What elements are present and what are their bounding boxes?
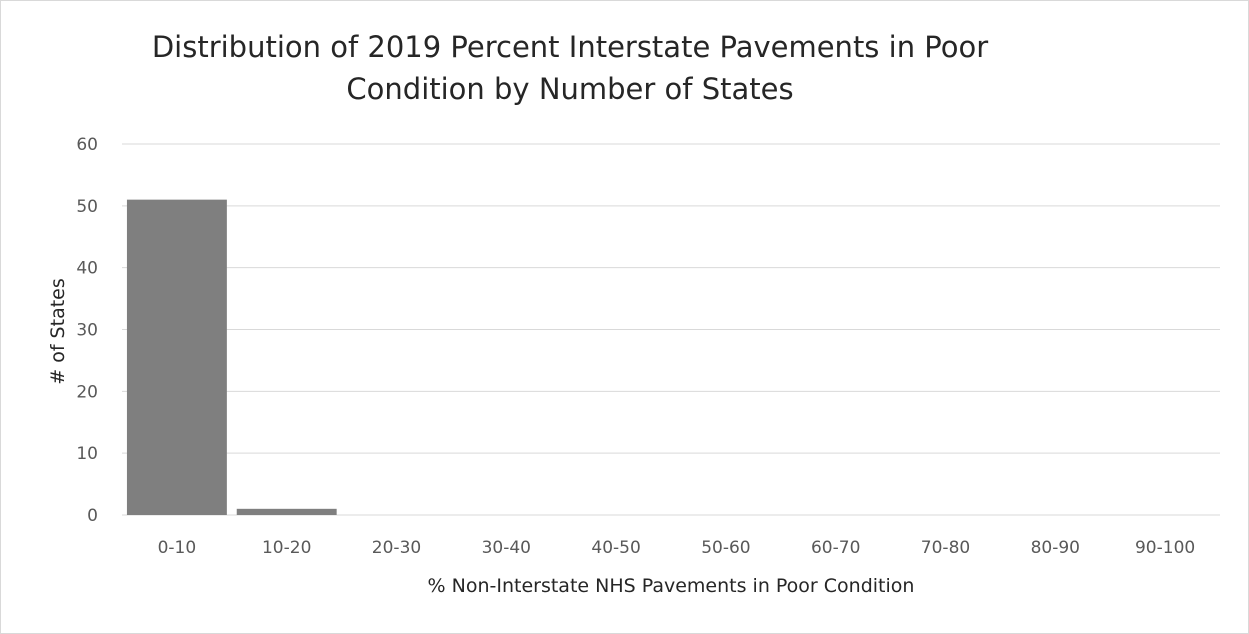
bar-10-20 <box>236 508 337 515</box>
y-tick-label: 0 <box>87 506 98 526</box>
x-tick-label: 80-90 <box>1031 538 1080 558</box>
y-tick-label: 60 <box>76 135 98 155</box>
y-tick-labels: 0 10 20 30 40 50 60 <box>76 135 98 526</box>
x-tick-labels: 0-10 10-20 20-30 30-40 40-50 50-60 60-70 70-80 8… <box>158 538 1196 558</box>
x-tick-label: 10-20 <box>262 538 311 558</box>
chart-title-line-1: Distribution of 2019 Percent Interstate … <box>151 30 989 64</box>
chart-title-line-2: Condition by Number of States <box>346 72 794 106</box>
bar-0-10 <box>126 199 227 515</box>
y-axis-title: # of States <box>47 278 69 385</box>
gridlines <box>122 143 1220 516</box>
y-tick-label: 20 <box>76 382 98 402</box>
x-tick-label: 60-70 <box>811 538 860 558</box>
bars <box>126 199 337 515</box>
chart-title: Distribution of 2019 Percent Interstate … <box>60 26 1080 110</box>
y-tick-label: 50 <box>76 197 98 217</box>
x-tick-label: 90-100 <box>1135 538 1195 558</box>
y-tick-label: 40 <box>76 259 98 279</box>
x-tick-label: 0-10 <box>158 538 197 558</box>
y-tick-label: 10 <box>76 444 98 464</box>
x-tick-label: 70-80 <box>921 538 970 558</box>
x-tick-label: 30-40 <box>482 538 531 558</box>
y-tick-label: 30 <box>76 321 98 341</box>
x-axis-title: % Non-Interstate NHS Pavements in Poor C… <box>428 575 915 597</box>
x-tick-label: 40-50 <box>591 538 640 558</box>
x-tick-label: 50-60 <box>701 538 750 558</box>
x-tick-label: 20-30 <box>372 538 421 558</box>
